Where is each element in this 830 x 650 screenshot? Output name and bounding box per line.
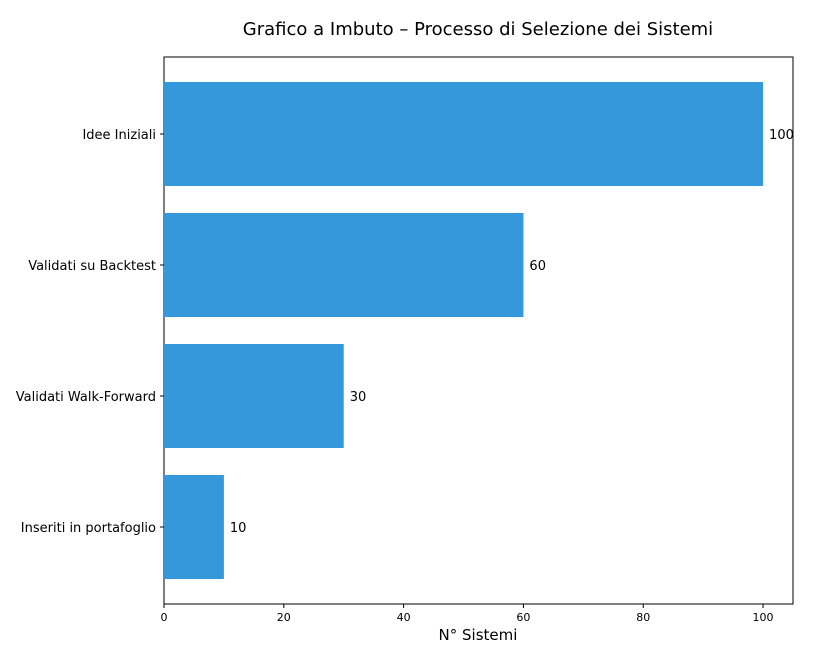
x-tick-label-4: 80 (636, 611, 650, 624)
bar-3 (164, 475, 224, 579)
y-tick-label-2: Validati Walk-Forward (16, 390, 156, 405)
x-tick-label-3: 60 (516, 611, 530, 624)
y-tick-label-1: Validati su Backtest (28, 259, 156, 274)
data-label-0: 100 (769, 128, 794, 143)
bars-group: 100 60 30 10 (164, 82, 794, 579)
x-tick-label-0: 0 (161, 611, 168, 624)
data-label-2: 30 (350, 390, 367, 405)
x-tick-label-2: 40 (397, 611, 411, 624)
bar-1 (164, 213, 524, 317)
plot-area-frame (163, 56, 794, 605)
chart-title: Grafico a Imbuto – Processo di Selezione… (243, 19, 713, 40)
data-label-1: 60 (529, 259, 546, 274)
y-tick-label-0: Idee Iniziali (82, 128, 156, 143)
x-tick-label-5: 100 (753, 611, 774, 624)
x-axis-label: N° Sistemi (439, 626, 518, 644)
bar-0 (164, 82, 764, 186)
y-axis-labels: Idee Iniziali Validati su Backtest Validat… (16, 128, 164, 536)
data-label-3: 10 (230, 521, 247, 536)
y-tick-label-3: Inseriti in portafoglio (21, 521, 156, 536)
x-tick-label-1: 20 (277, 611, 291, 624)
x-axis: 0 20 40 60 80 100 (161, 604, 774, 624)
bar-2 (164, 344, 344, 448)
